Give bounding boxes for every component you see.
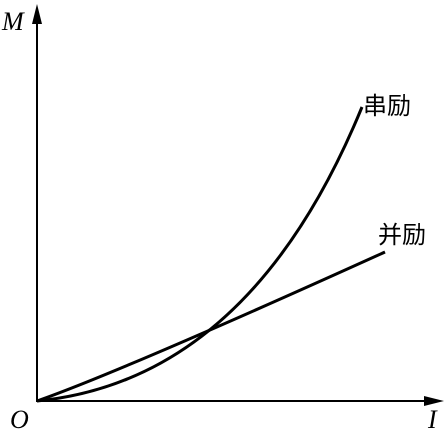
y-arrow [32,4,42,24]
shunt-curve [36,250,386,403]
origin-label: O [10,405,29,434]
y-axis-label: M [1,7,25,36]
series-label: 串励 [363,92,411,120]
x-axis-label: I [427,405,438,434]
shunt-label: 并励 [378,221,426,249]
series-curve [36,106,364,403]
x-arrow [424,396,444,406]
